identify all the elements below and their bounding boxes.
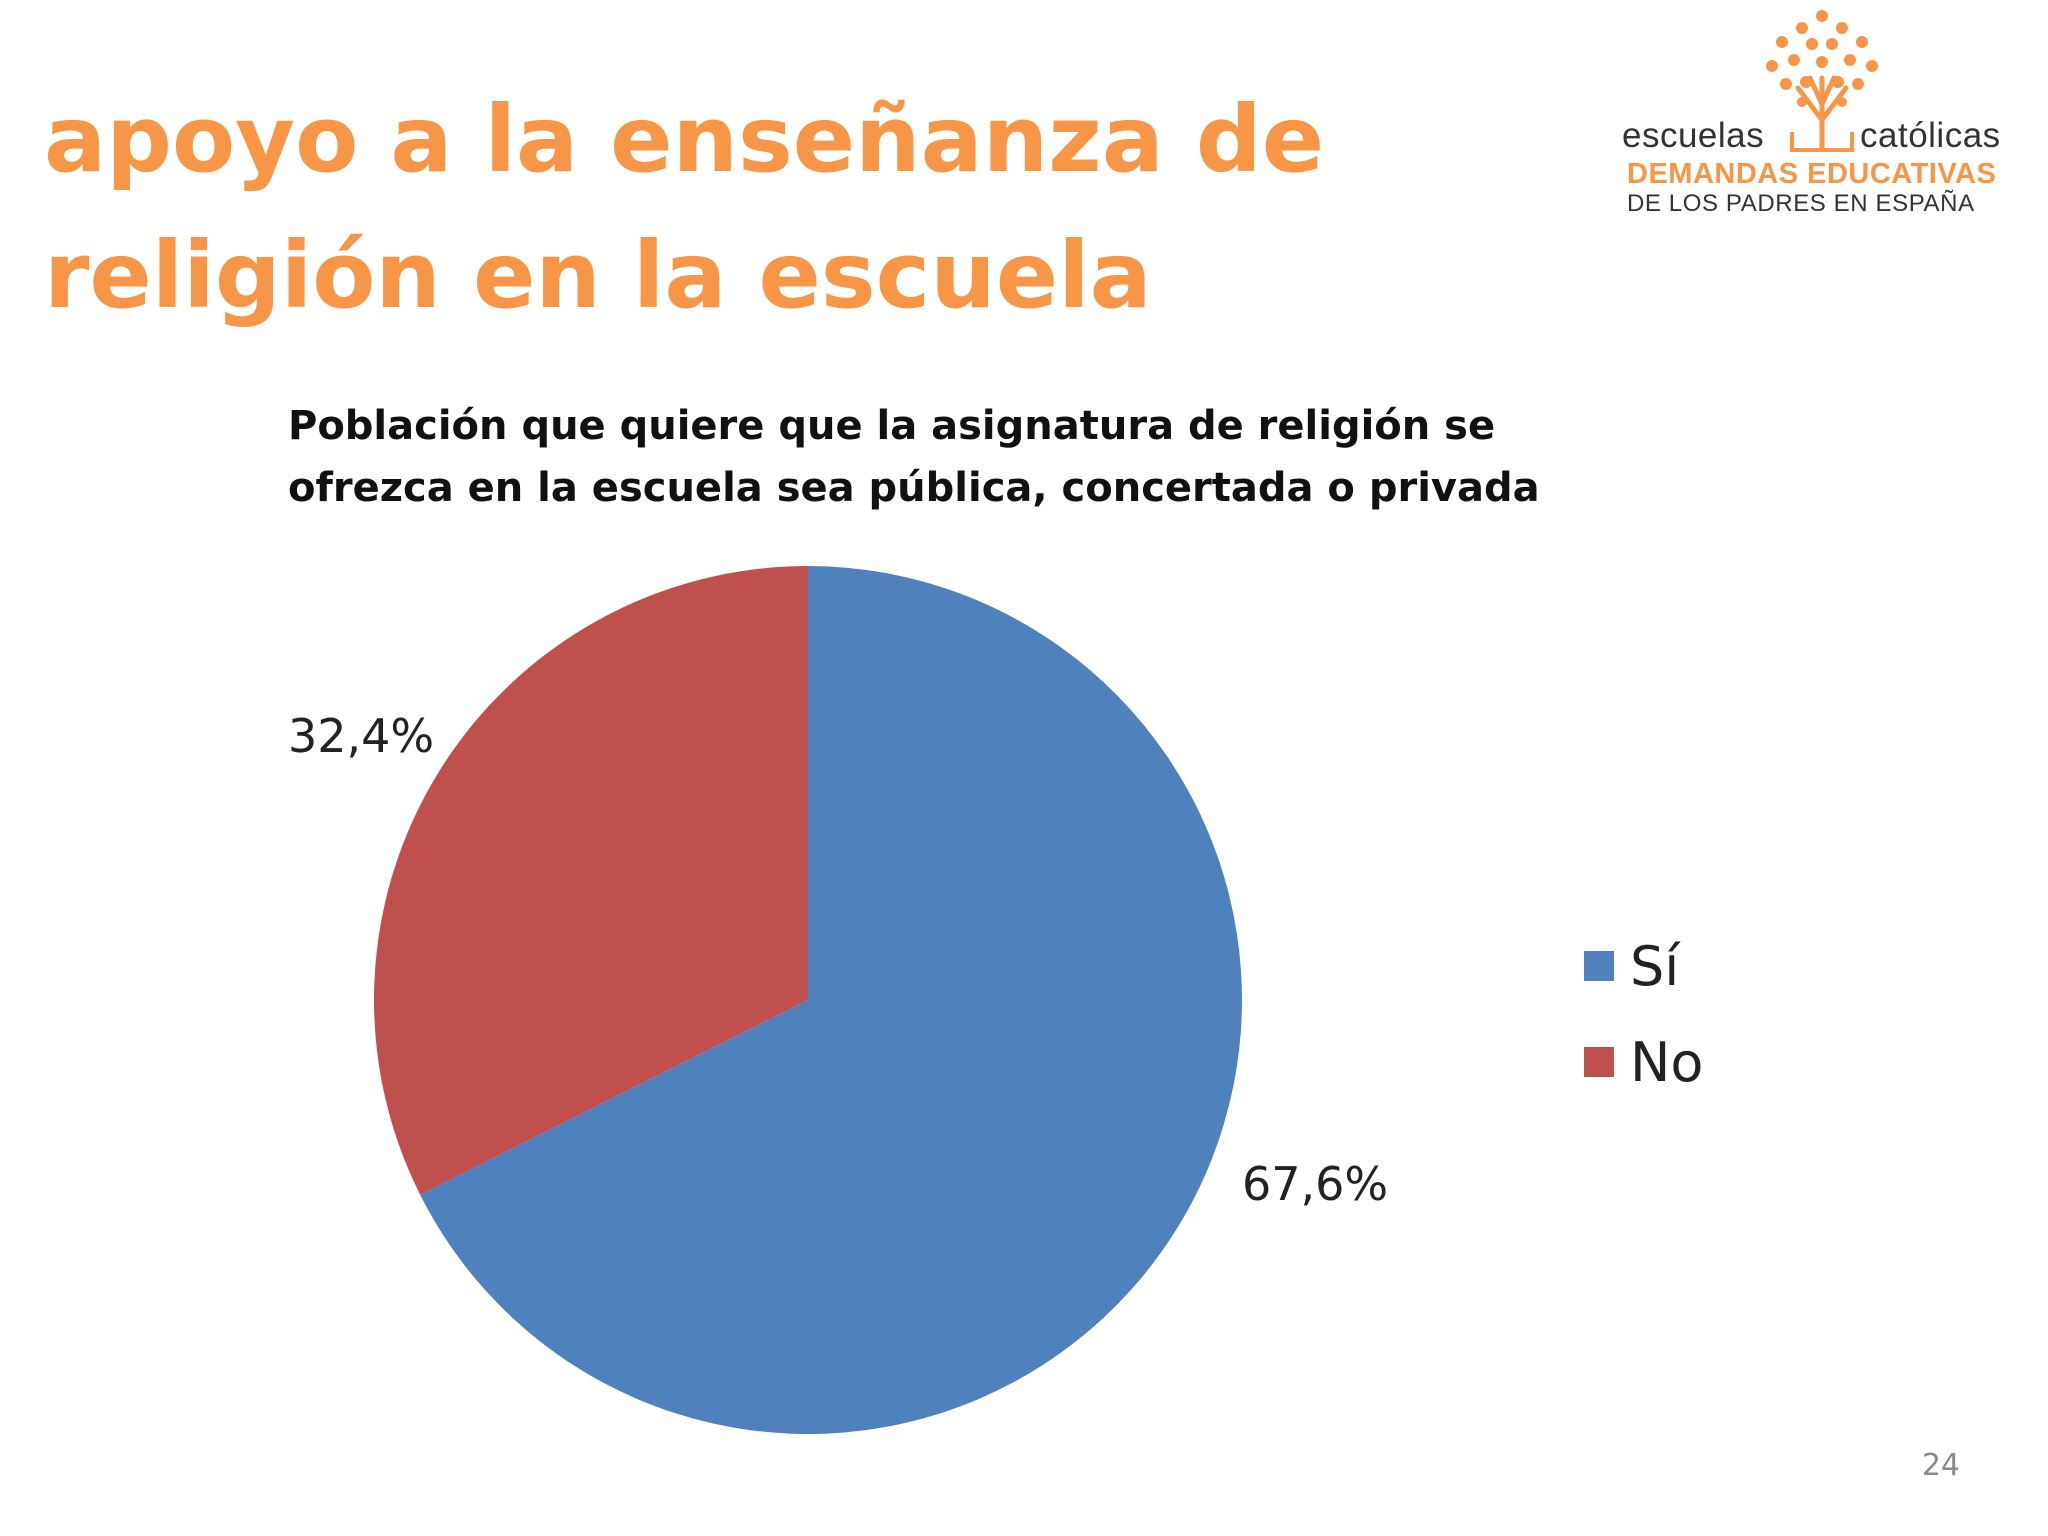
- page-number: 24: [1921, 1448, 1960, 1483]
- logo-subtitle-padres: DE LOS PADRES EN ESPAÑA: [1627, 190, 1975, 217]
- slide-title-line-1: apoyo a la enseñanza de: [44, 86, 1325, 193]
- legend-label: No: [1630, 1030, 1704, 1094]
- logo-word-catolicas: católicas: [1860, 116, 2001, 155]
- data-label-si: 67,6%: [1242, 1157, 1388, 1211]
- chart-title-line-2: ofrezca en la escuela sea pública, conce…: [288, 465, 1540, 511]
- slide-title-line-2: religión en la escuela: [44, 222, 1152, 329]
- legend-swatch: [1584, 951, 1614, 981]
- legend-item-no: No: [1584, 1014, 1703, 1110]
- slide-title: apoyo a la enseñanza de religión en la e…: [44, 72, 1344, 344]
- logo-subtitle-demandas: DEMANDAS EDUCATIVAS: [1627, 158, 1997, 190]
- escuelas-catolicas-logo: escuelas católicas DEMANDAS EDUCATIVAS D…: [1620, 8, 2030, 218]
- pie-slice-no: [374, 566, 808, 1195]
- legend-item-si: Sí: [1584, 918, 1703, 1014]
- chart-title: Población que quiere que la asignatura d…: [288, 395, 1588, 519]
- logo-word-escuelas: escuelas: [1622, 116, 1765, 155]
- pie-slice-si: [420, 566, 1243, 1434]
- legend-swatch: [1584, 1047, 1614, 1077]
- chart-legend: Sí No: [1584, 918, 1703, 1110]
- chart-title-line-1: Población que quiere que la asignatura d…: [288, 403, 1496, 449]
- legend-label: Sí: [1630, 934, 1680, 998]
- data-label-no: 32,4%: [288, 709, 434, 763]
- tree-icon: [1766, 10, 1878, 152]
